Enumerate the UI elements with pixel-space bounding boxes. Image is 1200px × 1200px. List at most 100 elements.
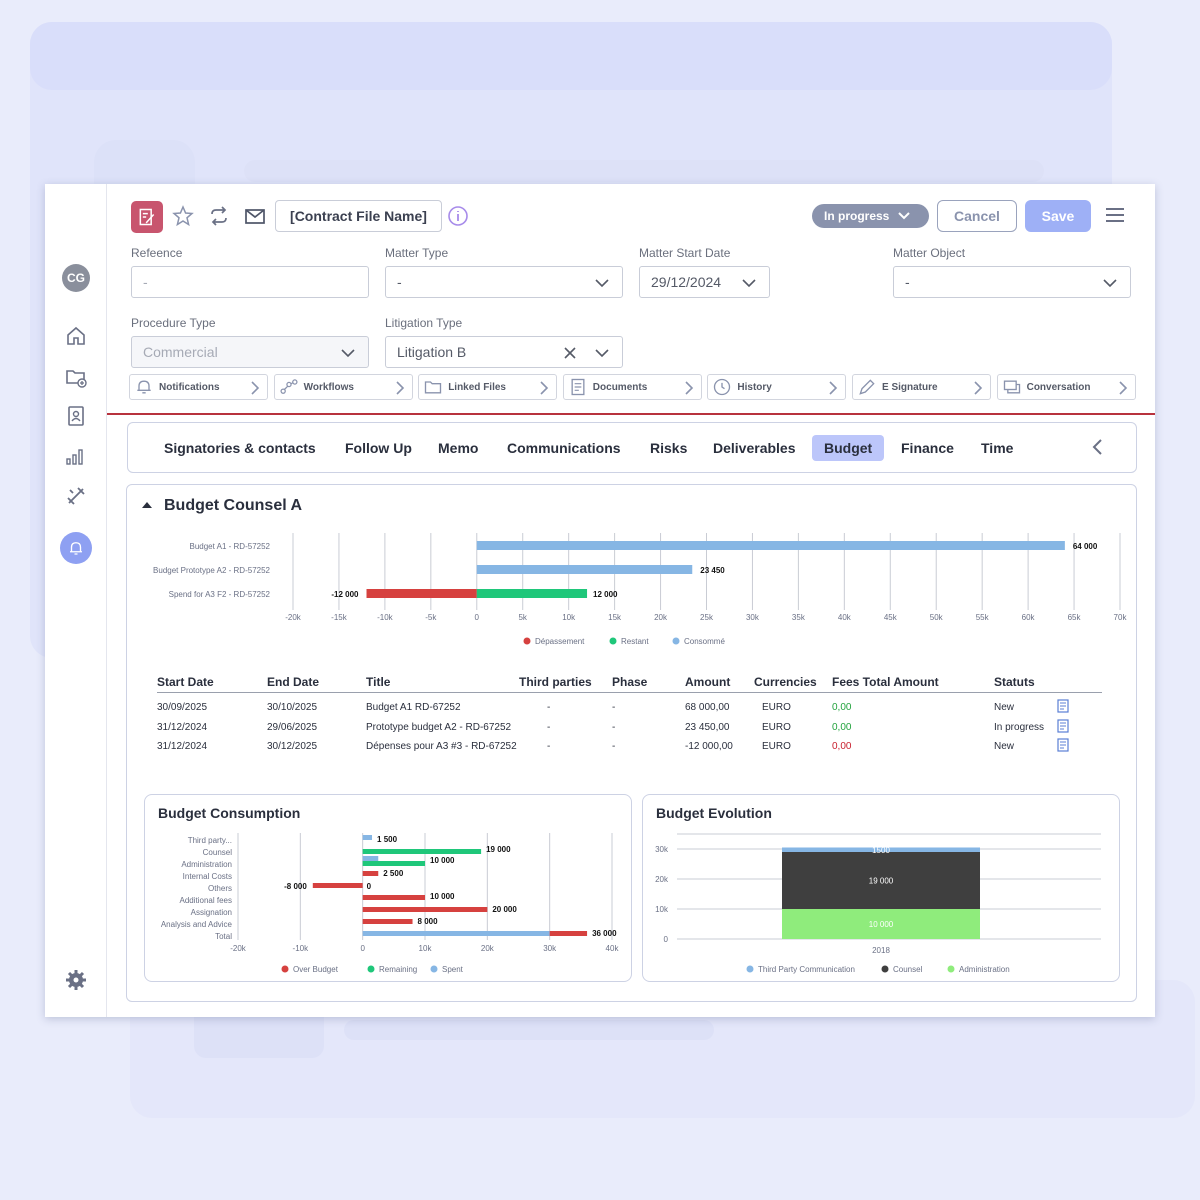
toolbar-conversation-button[interactable]: Conversation <box>996 374 1136 400</box>
matter-type-value: - <box>397 274 402 290</box>
table-cell: - <box>547 702 551 713</box>
category-label: Administration <box>181 860 232 869</box>
tab-budget[interactable]: Budget <box>812 435 885 461</box>
matter-object-select[interactable]: - <box>893 266 1131 298</box>
tools-icon[interactable] <box>64 484 88 508</box>
clear-icon[interactable] <box>562 345 578 361</box>
x-tick-label: 10k <box>562 613 576 622</box>
column-header[interactable]: Amount <box>685 675 731 689</box>
x-tick-label: 60k <box>1022 613 1036 622</box>
folder-add-icon[interactable] <box>64 365 88 389</box>
main-content: [Contract File Name] In progress Cancel … <box>107 184 1155 1017</box>
legend-label: Administration <box>959 965 1010 974</box>
legend-label: Dépassement <box>535 637 585 646</box>
toolbar-label: Linked Files <box>448 381 506 393</box>
status-dropdown[interactable]: In progress <box>812 204 929 228</box>
mail-icon[interactable] <box>243 204 267 228</box>
save-button[interactable]: Save <box>1025 200 1091 232</box>
table-cell: 23 450,00 <box>685 721 730 733</box>
legend-label: Remaining <box>379 965 417 974</box>
x-tick-label: 40k <box>838 613 852 622</box>
matter-type-select[interactable]: - <box>385 266 623 298</box>
star-icon[interactable] <box>171 204 195 228</box>
data-label: 64 000 <box>1073 542 1098 551</box>
column-header[interactable]: Statuts <box>994 675 1035 689</box>
chevron-right-icon <box>540 381 549 395</box>
budget-consumption-chart: -20k -10k 0 10k 20k 30k 40k Third party... Couns… <box>161 833 619 974</box>
status-label: In progress <box>824 209 890 223</box>
document-icon[interactable] <box>1057 699 1069 716</box>
data-label: 19 000 <box>486 845 511 854</box>
procedure-type-select[interactable]: Commercial <box>131 336 369 368</box>
tab-finance[interactable]: Finance <box>901 440 954 456</box>
table-cell: 68 000,00 <box>685 702 730 713</box>
litigation-type-label: Litigation Type <box>385 316 463 330</box>
legend-marker <box>523 637 531 645</box>
avatar[interactable]: CG <box>62 264 90 292</box>
column-header[interactable]: Fees Total Amount <box>832 675 939 689</box>
tab-signatories-contacts[interactable]: Signatories & contacts <box>164 440 316 456</box>
table-cell: 31/12/2024 <box>157 721 208 733</box>
document-icon[interactable] <box>1057 738 1069 755</box>
contacts-icon[interactable] <box>64 404 88 428</box>
column-header[interactable]: Third parties <box>519 675 592 689</box>
home-icon[interactable] <box>64 324 88 348</box>
column-header[interactable]: End Date <box>267 675 320 689</box>
contract-file-name[interactable]: [Contract File Name] <box>275 200 442 232</box>
column-header[interactable]: Title <box>366 675 391 689</box>
category-label: Budget A1 - RD-57252 <box>190 542 271 551</box>
tab-memo[interactable]: Memo <box>438 440 479 456</box>
settings-gear-icon[interactable] <box>64 968 88 992</box>
sync-icon[interactable] <box>207 204 231 228</box>
table-cell: EURO <box>762 702 791 713</box>
chevron-right-icon <box>251 381 260 395</box>
notifications-bell-button[interactable] <box>60 532 92 564</box>
background-bar <box>344 1020 714 1040</box>
toolbar-workflows-button[interactable]: Workflows <box>273 374 413 400</box>
collapse-caret-icon[interactable] <box>142 502 152 508</box>
legend-label: Restant <box>621 637 649 646</box>
bar-chart-icon[interactable] <box>64 444 88 468</box>
column-header[interactable]: Currencies <box>754 675 817 689</box>
bar <box>312 883 363 888</box>
matter-start-date-input[interactable]: 29/12/2024 <box>639 266 770 298</box>
hamburger-menu-icon[interactable] <box>1105 206 1125 224</box>
x-tick-label: 65k <box>1068 613 1082 622</box>
tab-risks[interactable]: Risks <box>650 440 688 456</box>
reference-input[interactable]: - <box>131 266 369 298</box>
procedure-type-value: Commercial <box>143 344 218 360</box>
toolbar-label: E Signature <box>882 381 938 393</box>
toolbar-e-signature-button[interactable]: E Signature <box>852 374 991 400</box>
column-header[interactable]: Start Date <box>157 675 214 689</box>
table-cell: 29/06/2025 <box>267 721 318 733</box>
toolbar-history-button[interactable]: History <box>707 374 847 400</box>
toolbar-linked-files-button[interactable]: Linked Files <box>418 374 558 400</box>
category-label: Third party... <box>188 836 232 845</box>
tab-bar: Signatories & contacts Follow Up Memo Commu… <box>127 422 1137 473</box>
x-tick-label: -15k <box>331 613 348 622</box>
litigation-type-select[interactable]: Litigation B <box>385 336 623 368</box>
column-header[interactable]: Phase <box>612 675 648 689</box>
toolbar-documents-button[interactable]: Documents <box>562 374 702 400</box>
table-cell: 30/10/2025 <box>267 702 318 713</box>
bar <box>362 895 425 900</box>
tab-deliverables[interactable]: Deliverables <box>713 440 796 456</box>
info-icon[interactable] <box>446 204 470 228</box>
chat-icon <box>1003 380 1020 394</box>
cancel-button[interactable]: Cancel <box>937 200 1017 232</box>
stacked-bar-segment <box>782 852 980 909</box>
tab-time[interactable]: Time <box>981 440 1014 456</box>
workflow-icon <box>280 379 298 394</box>
chevron-left-icon[interactable] <box>1091 438 1105 456</box>
tab-follow-up[interactable]: Follow Up <box>345 440 412 456</box>
tab-communications[interactable]: Communications <box>507 440 621 456</box>
toolbar-label: Notifications <box>159 381 220 393</box>
toolbar-notifications-button[interactable]: Notifications <box>129 374 268 400</box>
toolbar-label: History <box>737 381 772 393</box>
x-tick-label: -20k <box>285 613 302 622</box>
document-icon[interactable] <box>1057 718 1069 736</box>
budget-bar-chart: -20k -15k -10k -5k 0 5k 10k 15k 20k 25k 30k 35k 40k 4… <box>153 533 1127 646</box>
table-cell: 30/12/2025 <box>267 741 318 752</box>
bar <box>362 871 379 876</box>
chevron-down-icon <box>595 349 609 358</box>
